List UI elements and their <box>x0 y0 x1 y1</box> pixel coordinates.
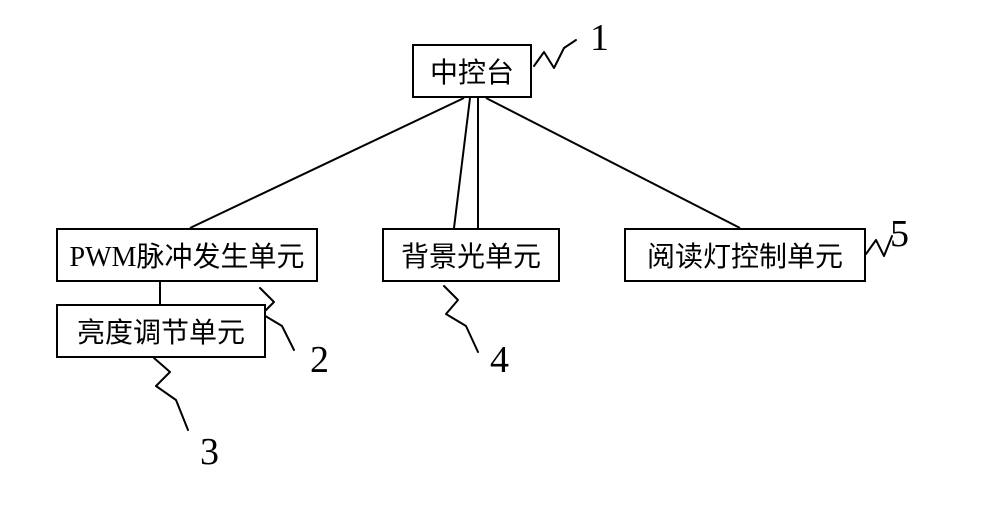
node-central-console: 中控台 <box>412 44 532 98</box>
reference-numeral-1: 1 <box>590 16 609 60</box>
node-reading-light-control-unit: 阅读灯控制单元 <box>624 228 866 282</box>
reference-numeral-5: 5 <box>890 212 909 256</box>
node-backlight-unit: 背景光单元 <box>382 228 560 282</box>
node-label: 阅读灯控制单元 <box>647 235 843 275</box>
node-label: 背景光单元 <box>401 235 541 275</box>
reference-numeral-3: 3 <box>200 430 219 474</box>
node-label: 亮度调节单元 <box>77 311 245 351</box>
reference-numeral-4: 4 <box>490 338 509 382</box>
reference-numeral-2: 2 <box>310 338 329 382</box>
node-label: PWM脉冲发生单元 <box>70 235 305 275</box>
node-label: 中控台 <box>430 51 514 91</box>
node-brightness-adjust-unit: 亮度调节单元 <box>56 304 266 358</box>
diagram-stage: 中控台 PWM脉冲发生单元 亮度调节单元 背景光单元 阅读灯控制单元 1 2 3… <box>0 0 1000 505</box>
node-pwm-pulse-generator-unit: PWM脉冲发生单元 <box>56 228 318 282</box>
